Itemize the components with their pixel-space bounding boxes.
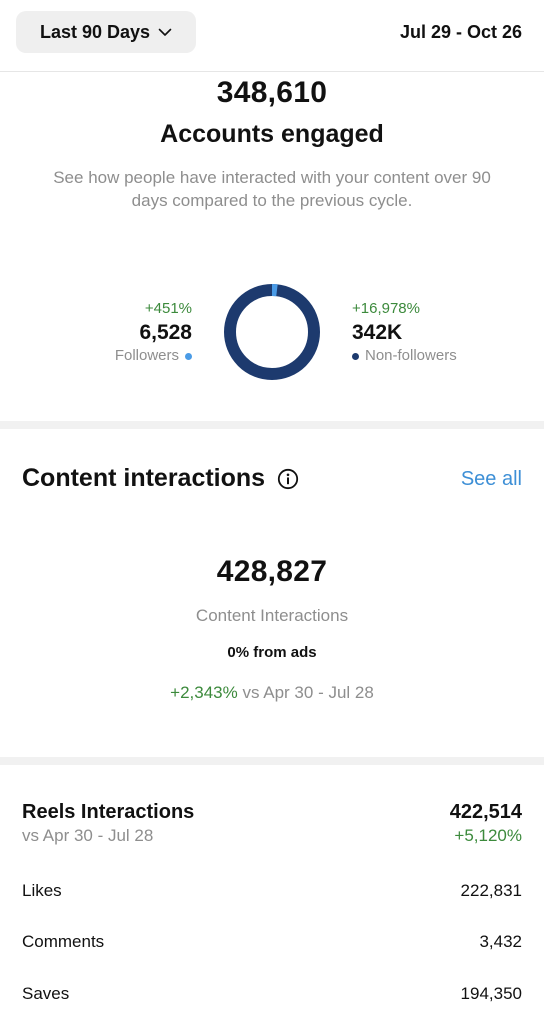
metric-value: 3,432: [479, 932, 522, 951]
donut-svg: [224, 284, 320, 380]
followers-value: 6,528: [139, 321, 192, 344]
metric-row-comments: Comments 3,432: [22, 932, 522, 952]
comparison-period: vs Apr 30 - Jul 28: [237, 683, 374, 702]
non-followers-stat: +16,978% 342K Non-followers: [352, 300, 457, 366]
date-range-text: Jul 29 - Oct 26: [399, 22, 522, 42]
donut-non-followers-arc: [224, 284, 320, 380]
accounts-engaged-description: See how people have interacted with your…: [53, 168, 491, 210]
header-bar: Last 90 Days Jul 29 - Oct 26: [0, 0, 544, 72]
followers-change: +451%: [144, 300, 192, 317]
date-range-dropdown[interactable]: Last 90 Days: [16, 11, 196, 53]
metric-row-likes: Likes 222,831: [22, 881, 522, 901]
followers-legend-dot: [185, 352, 192, 360]
metric-label: Comments: [22, 932, 105, 951]
followers-label: Followers: [114, 347, 179, 364]
metric-value: 194,350: [460, 984, 522, 1003]
chevron-down-icon: [158, 28, 172, 36]
content-interactions-total: 428,827: [216, 555, 328, 588]
audience-donut-chart: [223, 283, 321, 381]
non-followers-label-row: Non-followers: [352, 346, 457, 366]
content-interactions-title: Content interactions: [22, 464, 266, 492]
non-followers-value: 342K: [352, 321, 403, 344]
non-followers-label: Non-followers: [365, 347, 457, 364]
reels-comparison-period: vs Apr 30 - Jul 28: [22, 826, 154, 845]
date-range-dropdown-label: Last 90 Days: [39, 21, 151, 42]
ads-percentage: 0% from ads: [227, 644, 317, 661]
metric-row-saves: Saves 194,350: [22, 984, 522, 1004]
accounts-engaged-total: 348,610: [216, 76, 328, 109]
donut-followers-arc: [224, 284, 320, 380]
non-followers-change: +16,978%: [352, 300, 420, 317]
followers-label-row: Followers: [115, 346, 192, 366]
section-divider: [0, 421, 544, 429]
section-divider: [0, 757, 544, 765]
non-followers-legend-dot: [352, 352, 359, 360]
metric-label: Likes: [22, 881, 62, 900]
reels-interactions-change: +5,120%: [454, 826, 522, 845]
followers-stat: +451% 6,528 Followers: [115, 300, 192, 366]
metric-label: Saves: [22, 984, 70, 1003]
reels-interactions-title: Reels Interactions: [22, 801, 195, 823]
content-interactions-heading: Content interactions: [22, 464, 299, 493]
reels-interactions-total: 422,514: [449, 801, 522, 823]
content-interactions-change: +2,343%: [170, 683, 238, 702]
metric-value: 222,831: [460, 881, 522, 900]
content-interactions-comparison: +2,343% vs Apr 30 - Jul 28: [0, 683, 544, 703]
see-all-link[interactable]: See all: [460, 468, 522, 490]
accounts-engaged-title: Accounts engaged: [160, 120, 384, 148]
info-icon[interactable]: [277, 468, 299, 490]
content-interactions-label: Content Interactions: [195, 606, 349, 625]
